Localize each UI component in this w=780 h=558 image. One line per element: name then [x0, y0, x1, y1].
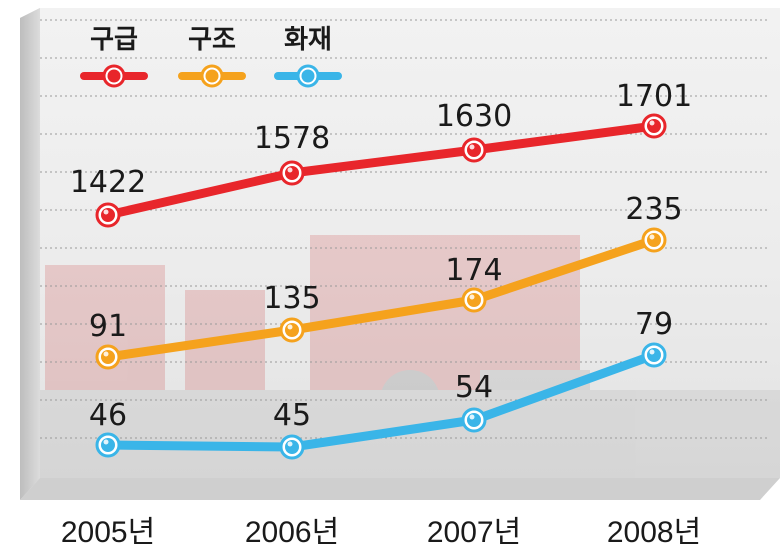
data-label-구조-2005년: 91 — [89, 309, 127, 344]
data-point-core — [101, 438, 115, 452]
data-point-highlight — [649, 120, 655, 126]
data-point-highlight — [103, 439, 109, 445]
data-point-core — [285, 440, 299, 454]
legend-item-구조: 구조 — [178, 25, 246, 88]
data-point-core — [285, 166, 299, 180]
legend-label: 화재 — [284, 25, 332, 55]
data-point-core — [647, 233, 661, 247]
x-tick-label: 2005년 — [61, 516, 155, 549]
x-axis: 2005년 2006년 2007년 2008년 — [61, 516, 701, 549]
data-point-core — [101, 208, 115, 222]
data-label-화재-2008년: 79 — [635, 307, 673, 342]
series-line-구급 — [103, 121, 659, 220]
series-layer — [95, 113, 667, 460]
data-point-core — [647, 119, 661, 133]
data-label-화재-2005년: 46 — [89, 398, 127, 433]
data-point-highlight — [287, 441, 293, 447]
data-point-core — [467, 143, 481, 157]
legend-item-화재: 화재 — [274, 25, 342, 88]
data-point-highlight — [649, 234, 655, 240]
data-point-highlight — [469, 294, 475, 300]
series-line-구조 — [103, 235, 659, 362]
data-label-구급-2005년: 1422 — [70, 165, 146, 200]
data-label-화재-2007년: 54 — [455, 370, 493, 405]
data-point-core — [101, 350, 115, 364]
data-label-구급-2006년: 1578 — [254, 121, 330, 156]
legend-label: 구조 — [188, 25, 236, 55]
data-point-highlight — [103, 351, 109, 357]
legend-item-구급: 구급 — [80, 25, 148, 88]
x-tick-label: 2008년 — [607, 516, 701, 549]
data-point-highlight — [649, 349, 655, 355]
legend-label: 구급 — [90, 25, 138, 55]
data-point-highlight — [287, 167, 293, 173]
data-point-highlight — [287, 324, 293, 330]
legend: 구급 구조 화재 — [80, 25, 342, 88]
data-label-구조-2007년: 174 — [445, 253, 502, 288]
legend-swatch-core — [301, 69, 315, 83]
x-tick-label: 2007년 — [427, 516, 521, 549]
data-point-highlight — [469, 144, 475, 150]
data-point-highlight — [469, 414, 475, 420]
data-label-화재-2006년: 45 — [273, 398, 311, 433]
data-point-core — [647, 348, 661, 362]
data-label-구조-2008년: 235 — [625, 192, 682, 227]
grid-lines — [40, 19, 770, 439]
data-label-구급-2008년: 1701 — [616, 79, 692, 114]
data-point-highlight — [103, 209, 109, 215]
x-tick-label: 2006년 — [245, 516, 339, 549]
data-point-core — [285, 323, 299, 337]
series-line-화재 — [103, 350, 659, 452]
data-point-core — [467, 293, 481, 307]
data-point-core — [467, 413, 481, 427]
data-label-구조-2006년: 135 — [263, 281, 320, 316]
legend-swatch-core — [205, 69, 219, 83]
data-labels: 1422 1578 1630 1701 91 135 174 235 46 45 54 79 — [70, 79, 692, 433]
data-label-구급-2007년: 1630 — [436, 99, 512, 134]
legend-swatch-core — [107, 69, 121, 83]
